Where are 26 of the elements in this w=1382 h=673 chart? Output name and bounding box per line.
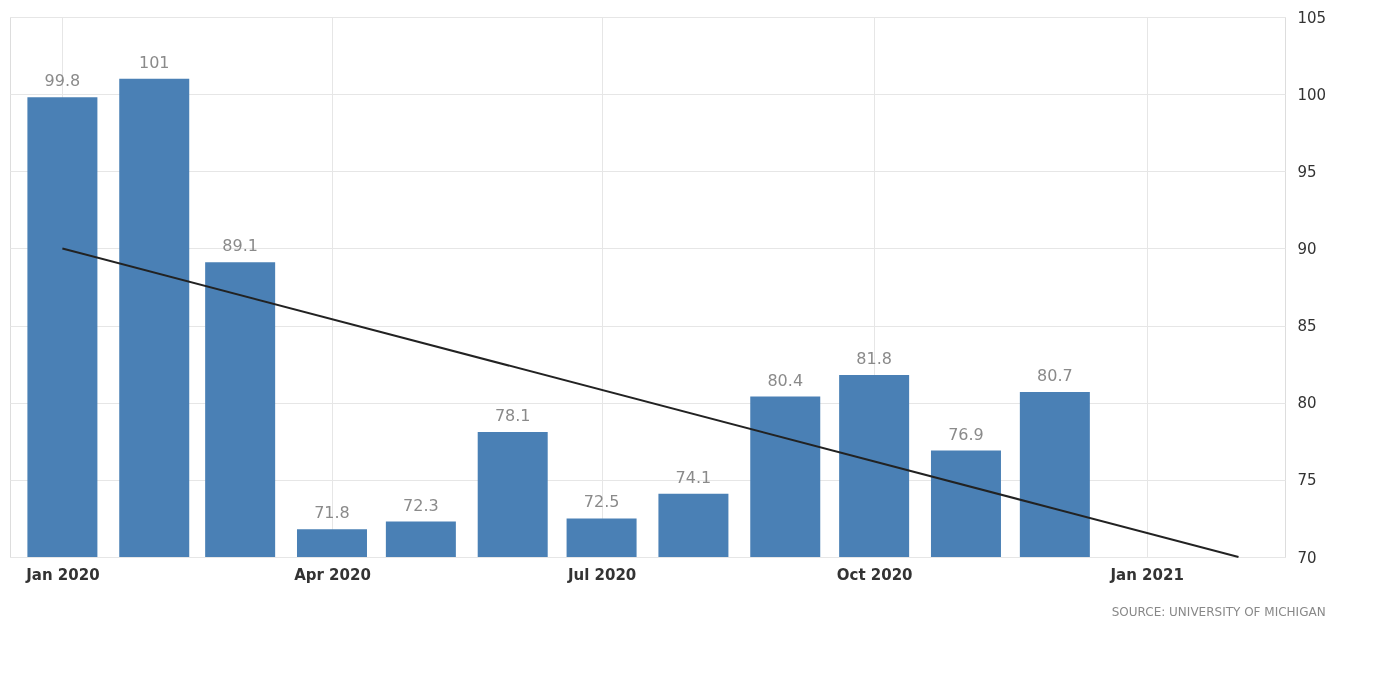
y-tick-label: 90 [1297, 239, 1317, 258]
x-tick-label: Apr 2020 [294, 565, 371, 584]
data-label: 80.4 [767, 370, 804, 390]
x-tick-label: Jul 2020 [566, 565, 637, 584]
y-tick-label: 105 [1297, 8, 1327, 27]
source-note: SOURCE: UNIVERSITY OF MICHIGAN [1111, 605, 1326, 619]
y-tick-label: 70 [1297, 548, 1317, 567]
y-tick-label: 95 [1297, 162, 1317, 181]
x-tick-label: Jan 2020 [25, 565, 100, 584]
y-tick-label: 75 [1297, 471, 1317, 490]
y-tick-label: 100 [1297, 85, 1327, 104]
data-label: 74.1 [675, 467, 712, 487]
data-label: 72.5 [583, 492, 620, 512]
data-label: 76.9 [948, 424, 984, 444]
y-tick-label: 80 [1297, 394, 1317, 413]
data-label: 101 [138, 52, 170, 72]
data-label: 78.1 [494, 406, 531, 426]
x-tick-label: Jan 2021 [1109, 565, 1184, 584]
data-label: 80.7 [1037, 365, 1073, 385]
data-label: 99.8 [44, 71, 81, 91]
data-label: 71.8 [314, 503, 350, 523]
x-tick-label: Oct 2020 [836, 565, 913, 584]
data-label: 81.8 [856, 348, 892, 368]
data-label: 89.1 [222, 236, 258, 256]
data-label: 72.3 [403, 495, 439, 515]
y-tick-label: 85 [1297, 317, 1317, 336]
